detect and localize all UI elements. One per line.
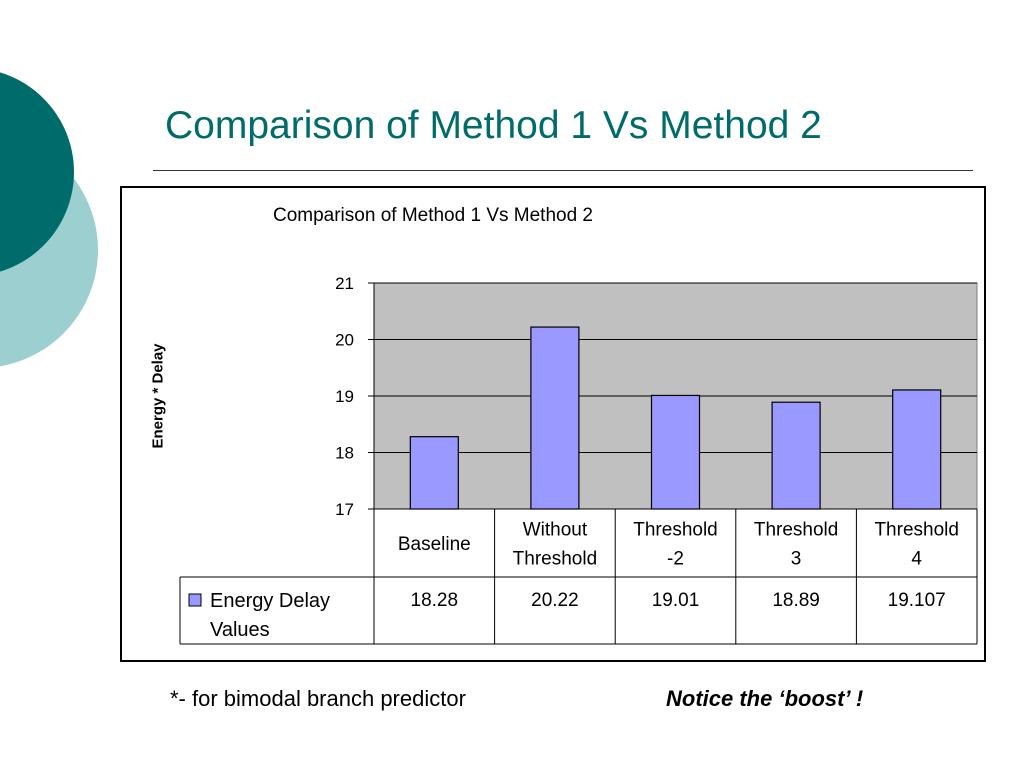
legend-label: Energy Delay [210, 590, 330, 612]
x-category-label: Without [523, 520, 588, 541]
decorative-circle-dark [0, 72, 74, 272]
y-tick-label: 18 [335, 444, 354, 463]
data-table-value: 20.22 [531, 590, 579, 611]
y-tick-label: 21 [335, 274, 354, 293]
data-table-value: 19.01 [652, 590, 700, 611]
legend-label: Values [210, 619, 270, 641]
x-category-label: Threshold [513, 549, 598, 570]
x-category-label: 4 [911, 549, 922, 570]
notice-text: Notice the ‘boost’ ! [666, 686, 864, 711]
y-tick-label: 17 [335, 500, 354, 519]
footnote: *- for bimodal branch predictor [170, 686, 466, 711]
x-category-label: Threshold [754, 520, 839, 541]
data-table-value: 19.107 [888, 590, 946, 611]
y-tick-label: 19 [335, 387, 354, 406]
chart-title: Comparison of Method 1 Vs Method 2 [272, 205, 593, 226]
bar [650, 394, 701, 510]
decorative-circles [0, 72, 98, 367]
x-category-label: Threshold [874, 520, 959, 541]
x-category-label: Threshold [633, 520, 718, 541]
x-category-label: -2 [667, 549, 684, 570]
x-category-label: 3 [791, 549, 802, 570]
data-table-value: 18.89 [772, 590, 820, 611]
legend-swatch [188, 593, 202, 607]
x-category-label: Baseline [398, 534, 471, 555]
slide-title: Comparison of Method 1 Vs Method 2 [165, 104, 822, 147]
y-tick-label: 20 [335, 331, 354, 350]
bar [530, 326, 580, 510]
bar [892, 389, 942, 510]
title-divider [153, 170, 973, 171]
bar [771, 401, 821, 510]
data-table-value: 18.28 [411, 590, 459, 611]
bar [409, 436, 459, 510]
